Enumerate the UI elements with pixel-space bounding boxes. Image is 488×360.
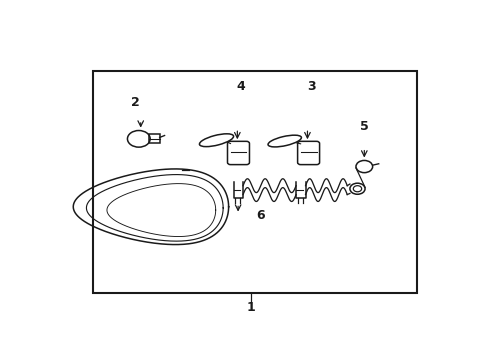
- Bar: [149, 134, 159, 143]
- Text: 2: 2: [130, 96, 139, 109]
- Text: 5: 5: [359, 120, 368, 133]
- Bar: [93, 71, 417, 293]
- Text: 6: 6: [255, 208, 264, 221]
- Text: 4: 4: [236, 80, 245, 93]
- Text: 3: 3: [306, 80, 315, 93]
- Text: 1: 1: [246, 301, 254, 314]
